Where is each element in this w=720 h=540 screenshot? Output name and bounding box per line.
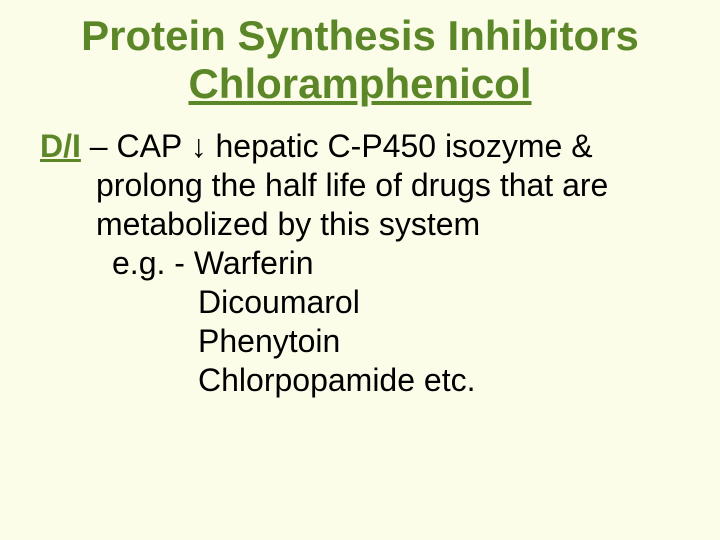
body-line-5: Dicoumarol — [198, 283, 680, 322]
body-line-1-rest: – CAP ↓ hepatic C-P450 isozyme & — [81, 128, 593, 164]
slide-body: D/I – CAP ↓ hepatic C-P450 isozyme & pro… — [40, 127, 680, 400]
body-line-7: Chlorpopamide etc. — [198, 361, 680, 400]
body-line-2: prolong the half life of drugs that are — [96, 166, 680, 205]
slide: Protein Synthesis Inhibitors Chloramphen… — [0, 0, 720, 540]
di-label: D/I — [40, 128, 81, 164]
title-line-1: Protein Synthesis Inhibitors — [40, 12, 680, 60]
title-line-2: Chloramphenicol — [40, 60, 680, 108]
body-line-1: D/I – CAP ↓ hepatic C-P450 isozyme & — [40, 127, 680, 166]
body-line-3: metabolized by this system — [96, 205, 680, 244]
body-line-4: e.g. - Warferin — [112, 244, 680, 283]
body-line-6: Phenytoin — [198, 322, 680, 361]
slide-title: Protein Synthesis Inhibitors Chloramphen… — [40, 12, 680, 109]
